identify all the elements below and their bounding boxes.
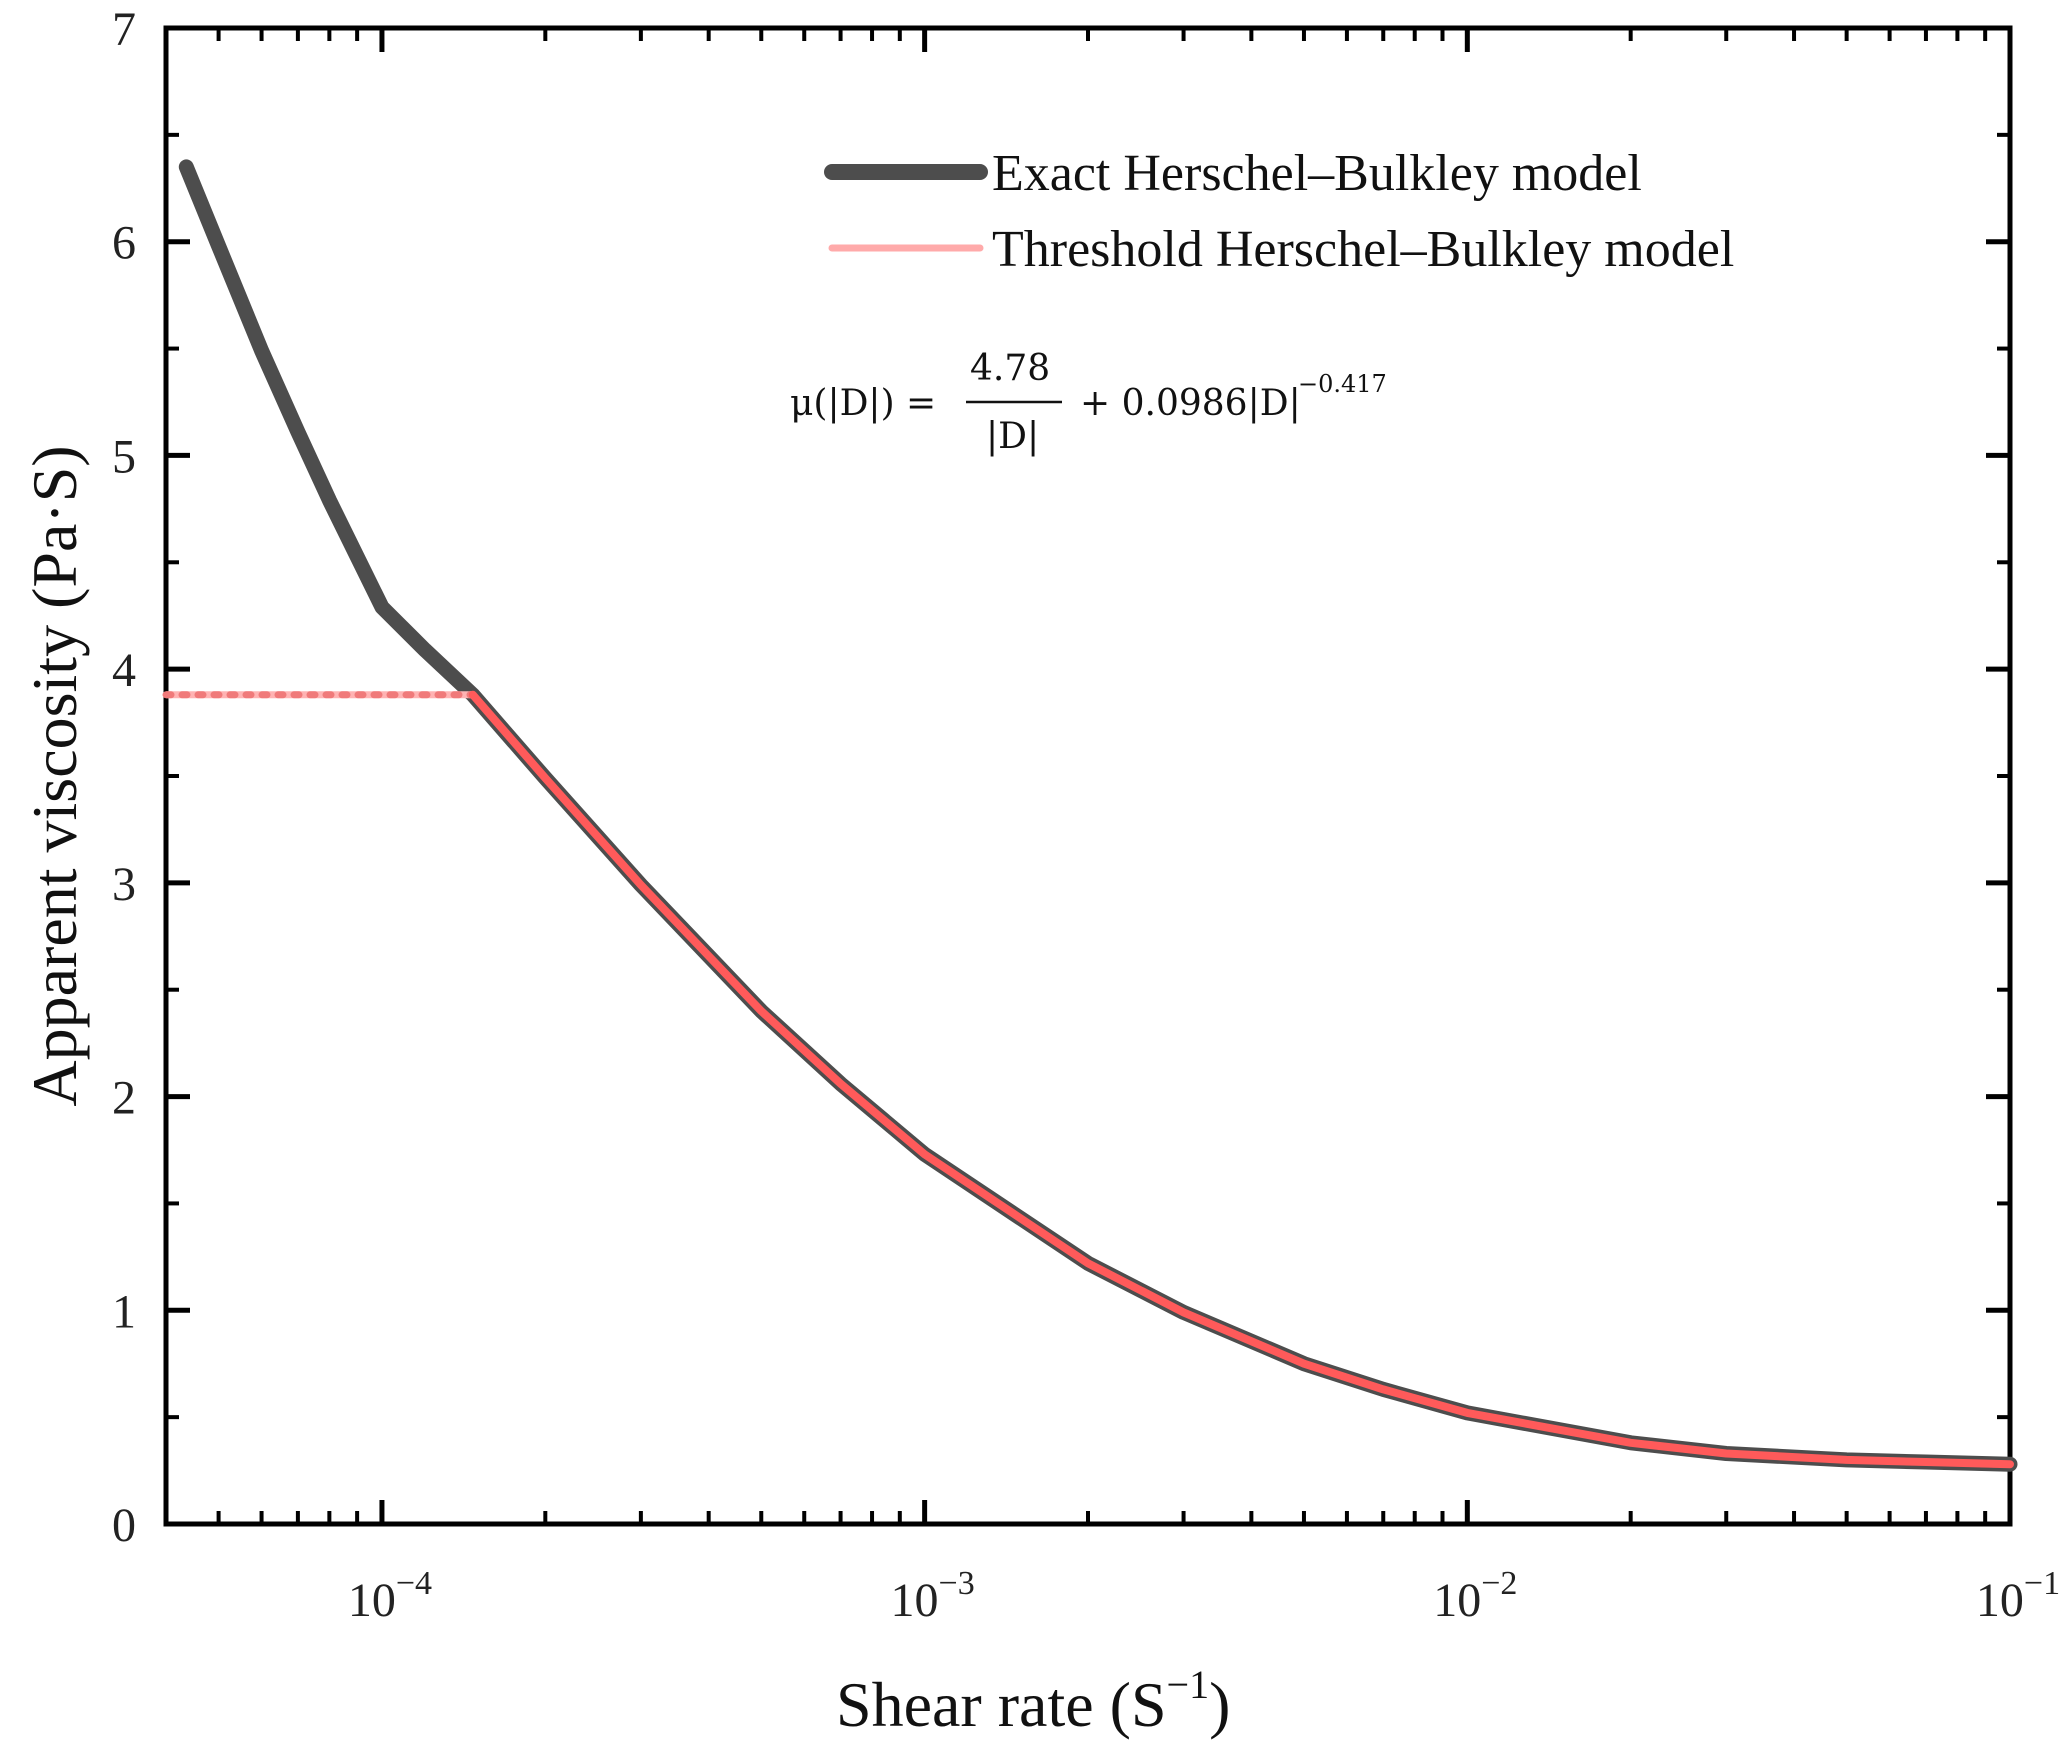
equation-rhs-exponent: −0.417 (1298, 370, 1387, 398)
legend-label-exact: Exact Herschel–Bulkley model (992, 145, 1642, 202)
series-threshold-line (468, 690, 2014, 1469)
equation-rhs: + 0.0986|D| (1080, 383, 1301, 424)
x-axis-title-main: Shear rate (S (836, 1669, 1167, 1740)
x-tick-label: 10−3 (891, 1565, 975, 1627)
y-tick-label: 0 (112, 1499, 136, 1552)
x-axis-title-close: ) (1209, 1669, 1230, 1740)
equation-lhs: μ(|D|) = (790, 383, 936, 424)
y-tick-label: 6 (112, 217, 136, 270)
axis-ticks (166, 25, 2013, 1527)
axis-tick-labels: 0 1 2 3 4 5 6 7 10−4 10−3 10−2 10−1 (112, 3, 2060, 1627)
equation-annotation: μ(|D|) = 4.78 |D| + 0.0986|D| −0.417 (790, 348, 1387, 457)
equation-denominator: |D| (986, 416, 1039, 457)
plot-area-frame (163, 25, 2013, 1527)
y-tick-label: 1 (112, 1285, 136, 1338)
x-axis-title: Shear rate (S−1) (836, 1662, 1230, 1740)
y-axis-title: Apparent viscosity (Pa·S) (19, 445, 90, 1106)
equation-numerator: 4.78 (970, 348, 1050, 389)
y-tick-label: 3 (112, 858, 136, 911)
legend-label-threshold: Threshold Herschel–Bulkley model (992, 221, 1734, 278)
y-tick-label: 2 (112, 1072, 136, 1125)
x-tick-label: 10−2 (1433, 1565, 1517, 1627)
x-tick-label: 10−4 (348, 1565, 432, 1627)
x-axis-title-exponent: −1 (1167, 1662, 1210, 1707)
x-tick-label: 10−1 (1976, 1565, 2060, 1627)
y-tick-label: 7 (112, 3, 136, 56)
series-layer (162, 159, 2018, 1472)
y-tick-label: 5 (112, 430, 136, 483)
legend: Exact Herschel–Bulkley model Threshold H… (824, 145, 1734, 278)
y-tick-label: 4 (112, 644, 136, 697)
